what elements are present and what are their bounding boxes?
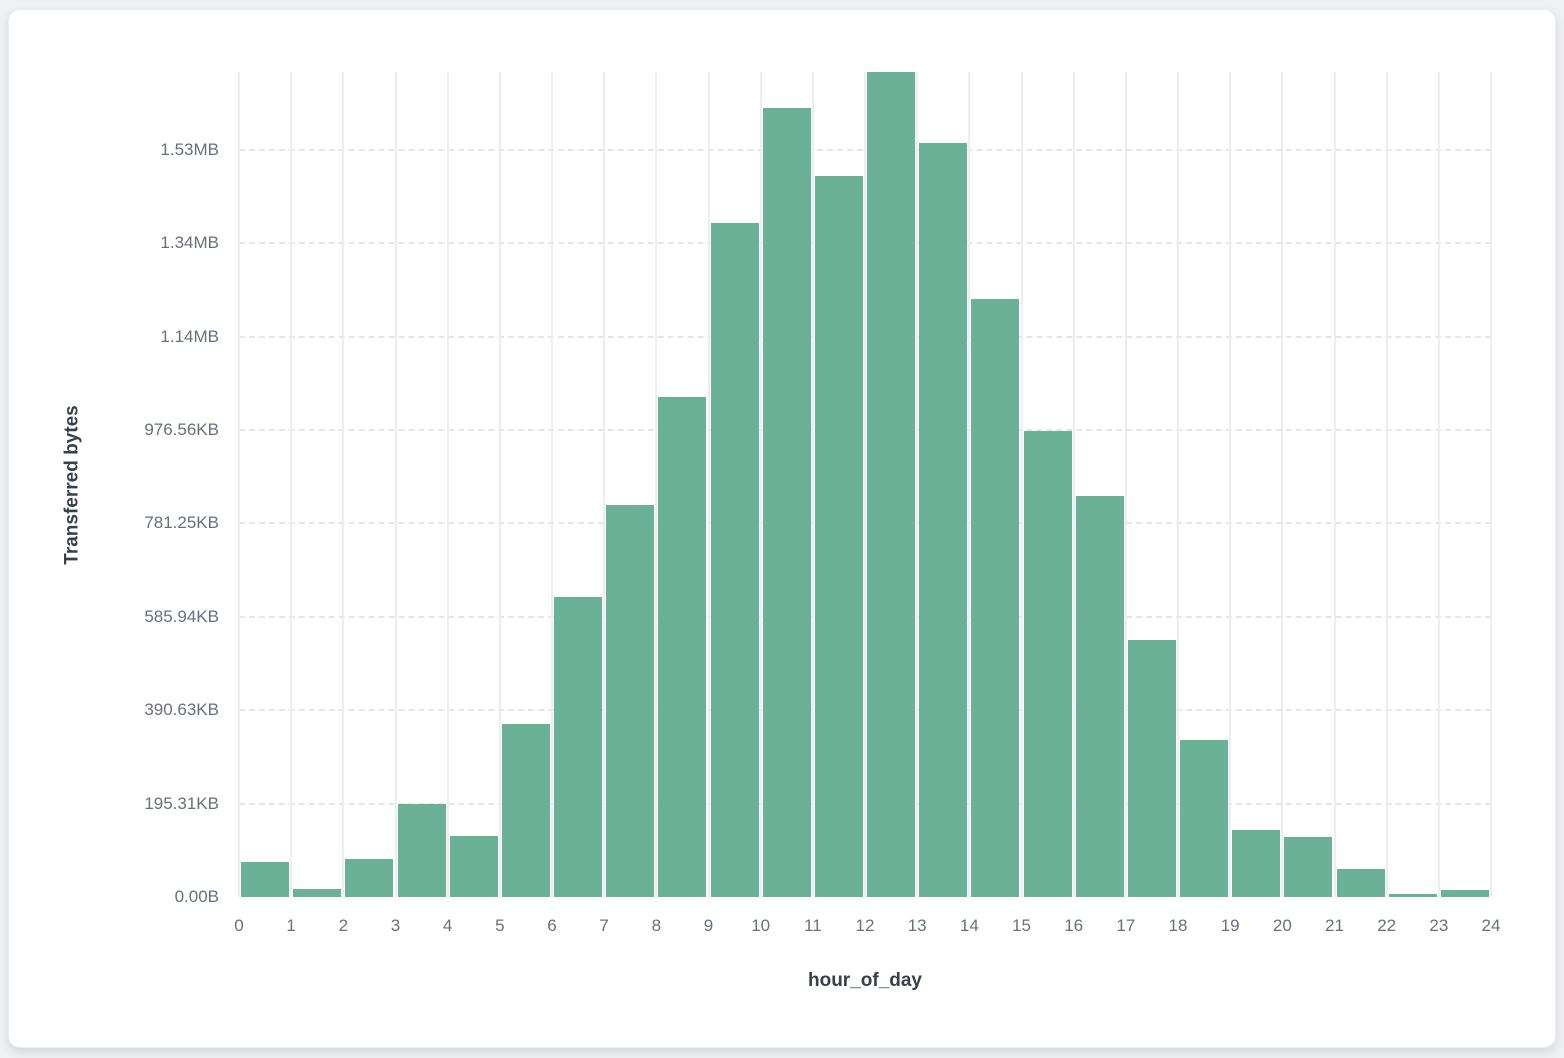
x-tick-label: 3 xyxy=(390,916,401,935)
y-tick-label: 1.53MB xyxy=(160,139,219,159)
bar-hour-21[interactable] xyxy=(1336,869,1385,897)
bar-hour-3[interactable] xyxy=(397,804,446,897)
bar-hour-20[interactable] xyxy=(1284,837,1333,897)
x-tick-label: 19 xyxy=(1220,916,1240,935)
v-gridline xyxy=(1124,72,1127,897)
x-tick-label: 18 xyxy=(1168,916,1188,935)
bar-hour-2[interactable] xyxy=(345,859,394,897)
bar-hour-14[interactable] xyxy=(971,299,1020,897)
bar-hour-10[interactable] xyxy=(762,107,811,897)
x-tick-label: 23 xyxy=(1429,916,1449,935)
y-axis-title: Transferred bytes xyxy=(61,405,83,565)
v-gridline xyxy=(916,72,919,897)
v-gridline xyxy=(759,72,762,897)
v-gridline xyxy=(655,72,658,897)
y-tick-label: 0.00B xyxy=(174,887,219,906)
x-axis-title: hour_of_day xyxy=(807,970,923,991)
x-tick-label: 4 xyxy=(442,916,453,935)
bar-hour-18[interactable] xyxy=(1180,740,1229,897)
v-gridline xyxy=(342,72,345,897)
x-tick-label: 22 xyxy=(1377,916,1397,935)
bar-hour-15[interactable] xyxy=(1023,431,1072,897)
bar-hour-4[interactable] xyxy=(449,836,498,897)
v-gridline xyxy=(811,72,814,897)
x-tick-label: 13 xyxy=(907,916,927,935)
bar-hour-0[interactable] xyxy=(241,861,290,897)
x-tick-label: 17 xyxy=(1116,916,1136,935)
x-tick-label: 24 xyxy=(1481,916,1501,935)
bar-hour-6[interactable] xyxy=(554,597,603,897)
x-tick-label: 14 xyxy=(959,916,979,935)
v-gridline xyxy=(1385,72,1388,897)
y-tick-label: 585.94KB xyxy=(144,606,219,626)
v-gridline xyxy=(290,72,293,897)
x-tick-label: 2 xyxy=(338,916,349,935)
x-tick-label: 7 xyxy=(599,916,609,935)
y-tick-label: 1.34MB xyxy=(160,233,219,253)
v-gridline xyxy=(1437,72,1440,897)
v-gridline xyxy=(603,72,606,897)
bar-hour-11[interactable] xyxy=(814,175,863,897)
x-tick-label: 15 xyxy=(1012,916,1031,935)
y-tick-label: 390.63KB xyxy=(144,700,219,720)
x-tick-label: 10 xyxy=(751,916,771,935)
bar-hour-22[interactable] xyxy=(1388,894,1437,897)
v-gridline xyxy=(238,72,240,897)
y-tick-label: 976.56KB xyxy=(144,420,219,440)
x-tick-label: 16 xyxy=(1064,916,1084,935)
x-tick-label: 21 xyxy=(1325,916,1344,935)
x-tick-label: 9 xyxy=(703,916,714,935)
bar-hour-8[interactable] xyxy=(658,397,707,897)
v-gridline xyxy=(394,72,397,897)
bar-hour-19[interactable] xyxy=(1232,830,1281,897)
v-gridline xyxy=(498,72,501,897)
v-gridline xyxy=(1490,72,1492,897)
y-tick-label: 195.31KB xyxy=(144,793,219,813)
v-gridline xyxy=(1229,72,1232,897)
v-gridline xyxy=(1281,72,1284,897)
x-tick-label: 6 xyxy=(547,916,557,935)
v-gridline xyxy=(864,72,866,897)
bar-hour-16[interactable] xyxy=(1075,496,1124,897)
bar-hour-13[interactable] xyxy=(919,142,968,897)
y-tick-label: 781.25KB xyxy=(144,513,219,533)
x-tick-label: 0 xyxy=(234,916,244,935)
x-tick-label: 5 xyxy=(495,916,505,935)
x-tick-label: 11 xyxy=(804,916,822,935)
bar-hour-1[interactable] xyxy=(293,889,342,897)
x-tick-label: 12 xyxy=(855,916,875,935)
v-gridline xyxy=(968,72,971,897)
x-tick-label: 1 xyxy=(286,916,296,935)
bar-hour-17[interactable] xyxy=(1127,640,1176,897)
v-gridline xyxy=(551,72,553,897)
v-gridline xyxy=(707,72,710,897)
v-gridline xyxy=(446,72,449,897)
x-tick-label: 20 xyxy=(1272,916,1292,935)
v-gridline xyxy=(1072,72,1075,897)
bar-hour-7[interactable] xyxy=(606,504,655,897)
x-tick-label: 8 xyxy=(651,916,662,935)
chart-card: 0.00B 195.31KB 390.63KB 585.94KB 781.25KB 976… xyxy=(8,9,1556,1048)
plot-area: 0.00B 195.31KB 390.63KB 585.94KB 781.25KB 976… xyxy=(144,72,1500,935)
bar-hour-23[interactable] xyxy=(1440,889,1489,897)
y-tick-label: 1.14MB xyxy=(160,326,219,346)
v-gridline xyxy=(1020,72,1023,897)
bar-hour-12[interactable] xyxy=(867,72,916,897)
v-gridline xyxy=(1333,72,1336,897)
bar-hour-5[interactable] xyxy=(501,723,550,897)
bar-hour-9[interactable] xyxy=(710,222,759,897)
v-gridline xyxy=(1177,72,1179,897)
